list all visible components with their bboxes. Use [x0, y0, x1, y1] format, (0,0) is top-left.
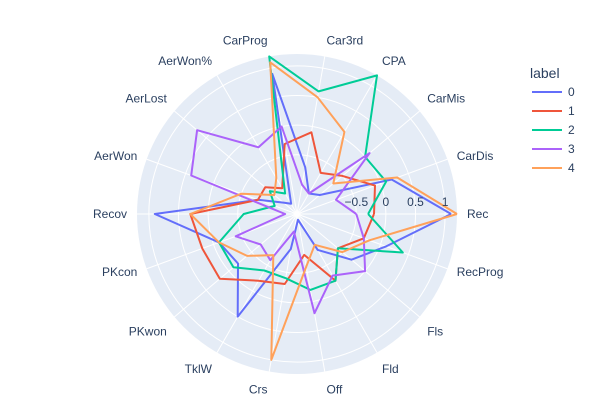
angular-axis-labels: Rec CarDis CarMis CPA Car3rd CarProg AerWon% Ae… — [93, 34, 503, 397]
angular-gridline-pkcon — [146, 213, 298, 270]
axis-label-carprog: CarProg — [223, 34, 268, 48]
axis-label-recov: Recov — [93, 207, 127, 221]
legend-label-3[interactable]: 3 — [568, 142, 575, 156]
angular-gridline-pkwon — [174, 213, 298, 318]
polar-grid — [137, 56, 457, 372]
axis-label-off: Off — [327, 382, 343, 396]
axis-label-carmis: CarMis — [427, 92, 465, 106]
legend-label-1[interactable]: 1 — [568, 104, 575, 118]
series-line-3 — [190, 125, 371, 315]
legend-items: 0 1 2 3 4 — [532, 85, 575, 175]
angular-gridline-aerlost — [174, 110, 298, 215]
angular-gridline-cardis — [296, 158, 448, 215]
angular-gridline-fls — [296, 213, 420, 318]
angular-gridline-aerwon% — [216, 75, 298, 215]
series-line-2 — [218, 55, 404, 291]
axis-label-car3rd: Car3rd — [327, 34, 364, 48]
series-line-4 — [189, 61, 458, 361]
radial-tick-label-0: −0.5 — [344, 195, 368, 209]
axis-label-cardis: CarDis — [457, 149, 494, 163]
axis-label-aerwon-: AerWon% — [158, 54, 212, 68]
axis-label-pkcon: PKcon — [102, 265, 137, 279]
legend-label-0[interactable]: 0 — [568, 85, 575, 99]
angular-gridline-carmis — [296, 110, 420, 215]
angular-gridline-tklw — [216, 213, 298, 353]
axis-label-recprog: RecProg — [457, 265, 504, 279]
radial-tick-label-3: 1 — [442, 195, 449, 209]
axis-label-pkwon: PKwon — [129, 324, 167, 338]
legend-label-4[interactable]: 4 — [568, 161, 575, 175]
axis-label-rec: Rec — [467, 207, 488, 221]
series-layer — [153, 55, 458, 361]
legend: label 0 1 2 3 4 — [530, 65, 575, 175]
axis-label-fld: Fld — [382, 362, 399, 376]
axis-label-aerwon: AerWon — [94, 149, 137, 163]
angular-gridline-recprog — [296, 213, 448, 270]
legend-title: label — [530, 65, 560, 81]
axis-label-aerlost: AerLost — [125, 92, 167, 106]
angular-gridline-car3rd — [296, 56, 326, 215]
axis-label-tklw: TklW — [185, 362, 213, 376]
angular-gridline-aerwon — [146, 158, 298, 215]
axis-label-crs: Crs — [249, 382, 268, 396]
angular-gridline-off — [296, 213, 326, 372]
axis-label-fls: Fls — [427, 324, 443, 338]
axis-label-cpa: CPA — [382, 54, 406, 68]
radial-tick-labels: −0.5 0 0.5 1 — [344, 195, 448, 209]
angular-gridline-cpa — [296, 75, 378, 215]
legend-label-2[interactable]: 2 — [568, 123, 575, 137]
radial-tick-label-1: 0 — [383, 195, 390, 209]
radial-tick-label-2: 0.5 — [407, 195, 424, 209]
